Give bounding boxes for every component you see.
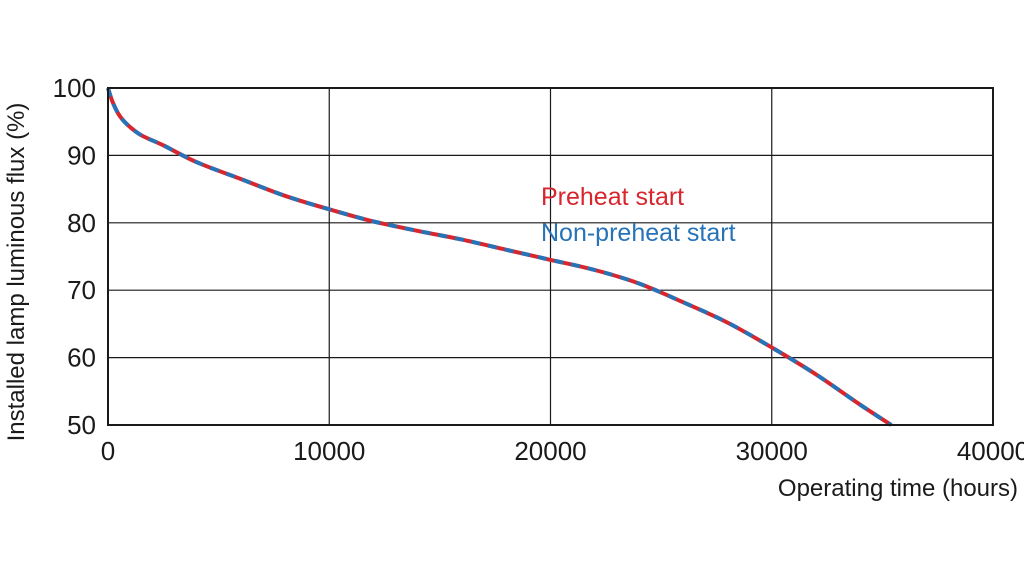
legend-non-preheat-start: Non-preheat start	[541, 219, 736, 247]
legend-preheat-start: Preheat start	[541, 183, 684, 211]
y-axis-title: Installed lamp luminous flux (%)	[3, 103, 30, 442]
y-tick-label: 100	[53, 73, 96, 103]
series-non-preheat-start-line	[108, 88, 891, 425]
y-tick-label: 50	[67, 410, 96, 440]
grid	[108, 88, 993, 425]
x-tick-label: 40000	[957, 436, 1024, 466]
x-tick-label: 0	[101, 436, 115, 466]
x-tick-label: 30000	[736, 436, 808, 466]
y-tick-label: 60	[67, 343, 96, 373]
y-tick-label: 80	[67, 208, 96, 238]
x-axis-title: Operating time (hours)	[778, 475, 1018, 502]
y-tick-label: 70	[67, 275, 96, 305]
series-preheat-start-line	[108, 88, 891, 425]
series-lines	[108, 88, 891, 425]
x-tick-label: 10000	[293, 436, 365, 466]
y-tick-label: 90	[67, 140, 96, 170]
x-tick-label: 20000	[514, 436, 586, 466]
tick-labels: 0 10000 20000 30000 40000 50 60 70 80 90 100	[53, 73, 1024, 466]
